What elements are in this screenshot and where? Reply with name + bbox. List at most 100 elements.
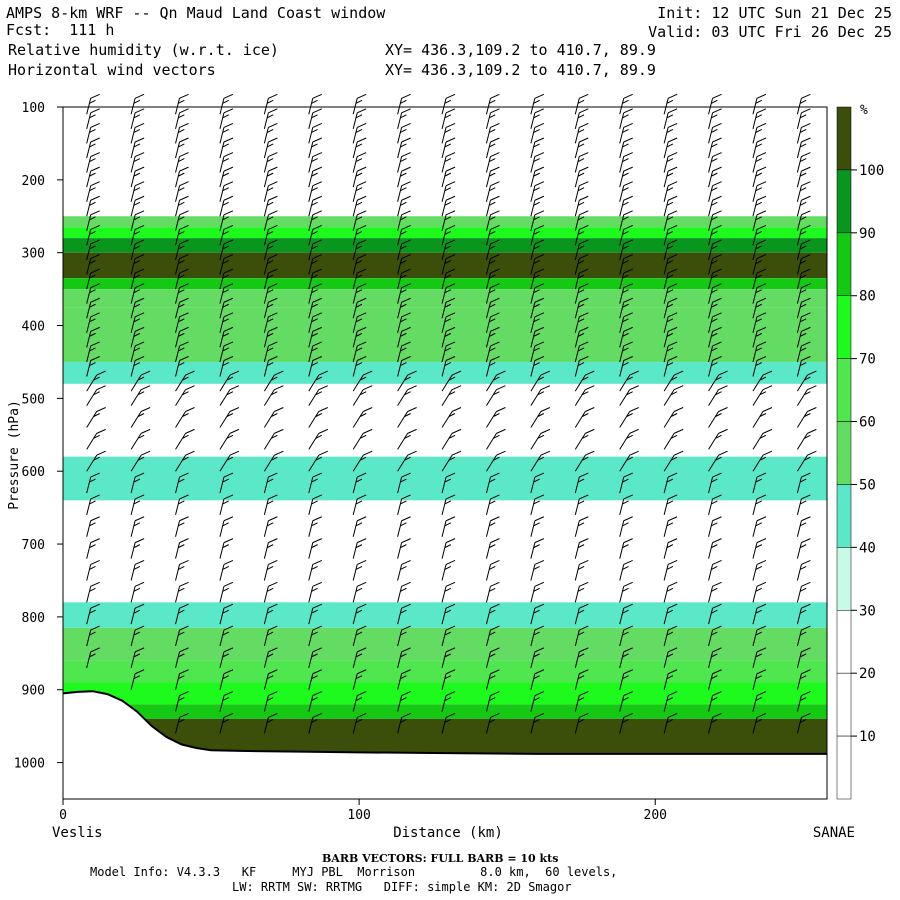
wind-barb-3-28 — [219, 560, 234, 581]
wind-barb-3-20 — [219, 385, 240, 406]
rh-band-9 — [63, 602, 827, 628]
colorbar-swatch-6 — [836, 484, 852, 548]
colorbar-swatch-1 — [836, 169, 852, 234]
wind-barb-5-35 — [308, 712, 322, 734]
wind-barb-10-27 — [530, 538, 545, 559]
wind-barb-11-23 — [574, 450, 595, 472]
wind-barb-15-3 — [752, 137, 767, 159]
wind-barb-15-30 — [752, 603, 767, 625]
wind-barb-4-15 — [263, 312, 278, 333]
wind-barb-9-5 — [485, 166, 500, 188]
wind-barb-0-1 — [86, 108, 100, 129]
terrain-outline — [62, 690, 827, 799]
wind-barb-5-25 — [308, 494, 322, 516]
wind-barb-11-24 — [574, 472, 589, 494]
wind-barb-0-20 — [86, 385, 106, 406]
wind-barb-5-13 — [308, 283, 322, 304]
wind-barb-0-15 — [86, 312, 100, 333]
wind-barb-10-8 — [530, 210, 545, 231]
wind-barb-9-18 — [485, 356, 500, 377]
wind-barb-16-8 — [796, 210, 811, 231]
wind-barb-14-29 — [708, 581, 722, 603]
wind-barb-2-25 — [175, 494, 189, 516]
wind-barb-0-27 — [86, 538, 100, 559]
wind-barb-2-17 — [175, 341, 189, 363]
wind-barb-1-9 — [130, 224, 145, 246]
wind-barb-9-10 — [485, 239, 500, 261]
wind-barb-2-34 — [175, 691, 189, 712]
model-info-line1: Model Info: V4.3.3 KF MYJ PBL Morrison 8… — [90, 865, 618, 879]
wind-barb-0-4 — [86, 152, 100, 173]
wind-barb-1-25 — [130, 494, 145, 516]
wind-barb-6-24 — [352, 472, 367, 494]
wind-barb-13-32 — [663, 647, 678, 669]
wind-barb-12-16 — [619, 326, 633, 348]
wind-barb-14-26 — [708, 516, 722, 537]
wind-barb-4-20 — [263, 385, 284, 406]
wind-barb-8-29 — [441, 581, 456, 603]
wind-barb-7-21 — [397, 407, 417, 428]
wind-barb-16-22 — [796, 428, 817, 450]
wind-barb-11-18 — [574, 356, 589, 377]
wind-barbs — [86, 93, 817, 734]
wind-barb-7-2 — [397, 122, 411, 144]
wind-barb-10-9 — [530, 224, 545, 246]
wind-barb-0-0 — [86, 93, 100, 115]
wind-barb-13-27 — [663, 538, 678, 559]
wind-barb-16-7 — [796, 195, 811, 217]
wind-barb-2-2 — [175, 122, 189, 144]
wind-barb-10-12 — [530, 268, 545, 290]
wind-barb-14-13 — [708, 283, 722, 304]
wind-barb-9-22 — [486, 428, 506, 450]
wind-barb-2-31 — [175, 625, 189, 647]
wind-barb-14-2 — [708, 122, 722, 144]
wind-barb-9-35 — [485, 712, 500, 734]
wind-barb-12-18 — [619, 356, 633, 377]
y-tick-label-600: 600 — [22, 465, 45, 480]
wind-barb-7-28 — [397, 560, 411, 581]
init-time: Init: 12 UTC Sun 21 Dec 25 — [657, 4, 892, 22]
wind-barb-11-9 — [574, 224, 589, 246]
y-tick-label-200: 200 — [22, 174, 45, 189]
wind-barb-13-21 — [663, 407, 684, 428]
wind-barb-9-25 — [485, 494, 500, 516]
wind-barb-10-13 — [530, 283, 545, 304]
wind-barb-10-30 — [530, 603, 545, 625]
wind-barb-3-30 — [219, 603, 234, 625]
wind-barb-1-16 — [130, 326, 145, 348]
wind-barb-8-2 — [441, 122, 456, 144]
rh-band-0 — [63, 216, 827, 228]
wind-barb-0-31 — [86, 625, 100, 647]
wind-barb-0-9 — [86, 224, 100, 246]
wind-barb-10-26 — [530, 516, 545, 537]
wind-barb-1-17 — [130, 341, 145, 363]
wind-barb-12-31 — [619, 625, 633, 647]
wind-barb-2-21 — [175, 407, 195, 428]
wind-barb-10-35 — [530, 712, 545, 734]
wind-barb-1-2 — [130, 122, 145, 144]
wind-barb-5-26 — [308, 516, 322, 537]
wind-barb-16-19 — [796, 370, 817, 392]
wind-barb-14-24 — [708, 472, 722, 494]
colorbar-label-100: 100 — [859, 163, 884, 179]
wind-barb-9-29 — [485, 581, 500, 603]
wind-barb-12-11 — [619, 254, 633, 275]
wind-barb-16-31 — [796, 625, 811, 647]
wind-barb-7-24 — [397, 472, 411, 494]
wind-barb-4-35 — [263, 712, 278, 734]
wind-barb-9-6 — [485, 181, 500, 202]
wind-barb-10-10 — [530, 239, 545, 261]
wind-barb-15-35 — [752, 712, 767, 734]
wind-barb-8-35 — [441, 712, 456, 734]
wind-barb-12-20 — [619, 385, 639, 406]
wind-barb-10-1 — [530, 108, 545, 129]
wind-barb-11-1 — [574, 108, 589, 129]
wind-barb-3-14 — [219, 297, 234, 319]
wind-barb-0-19 — [86, 370, 106, 392]
wind-barb-13-18 — [663, 356, 678, 377]
wind-barb-8-1 — [441, 108, 456, 129]
wind-barb-0-23 — [86, 450, 106, 472]
wind-barb-5-12 — [308, 268, 322, 290]
wind-barb-1-6 — [130, 181, 145, 202]
wind-barb-1-27 — [130, 538, 145, 559]
